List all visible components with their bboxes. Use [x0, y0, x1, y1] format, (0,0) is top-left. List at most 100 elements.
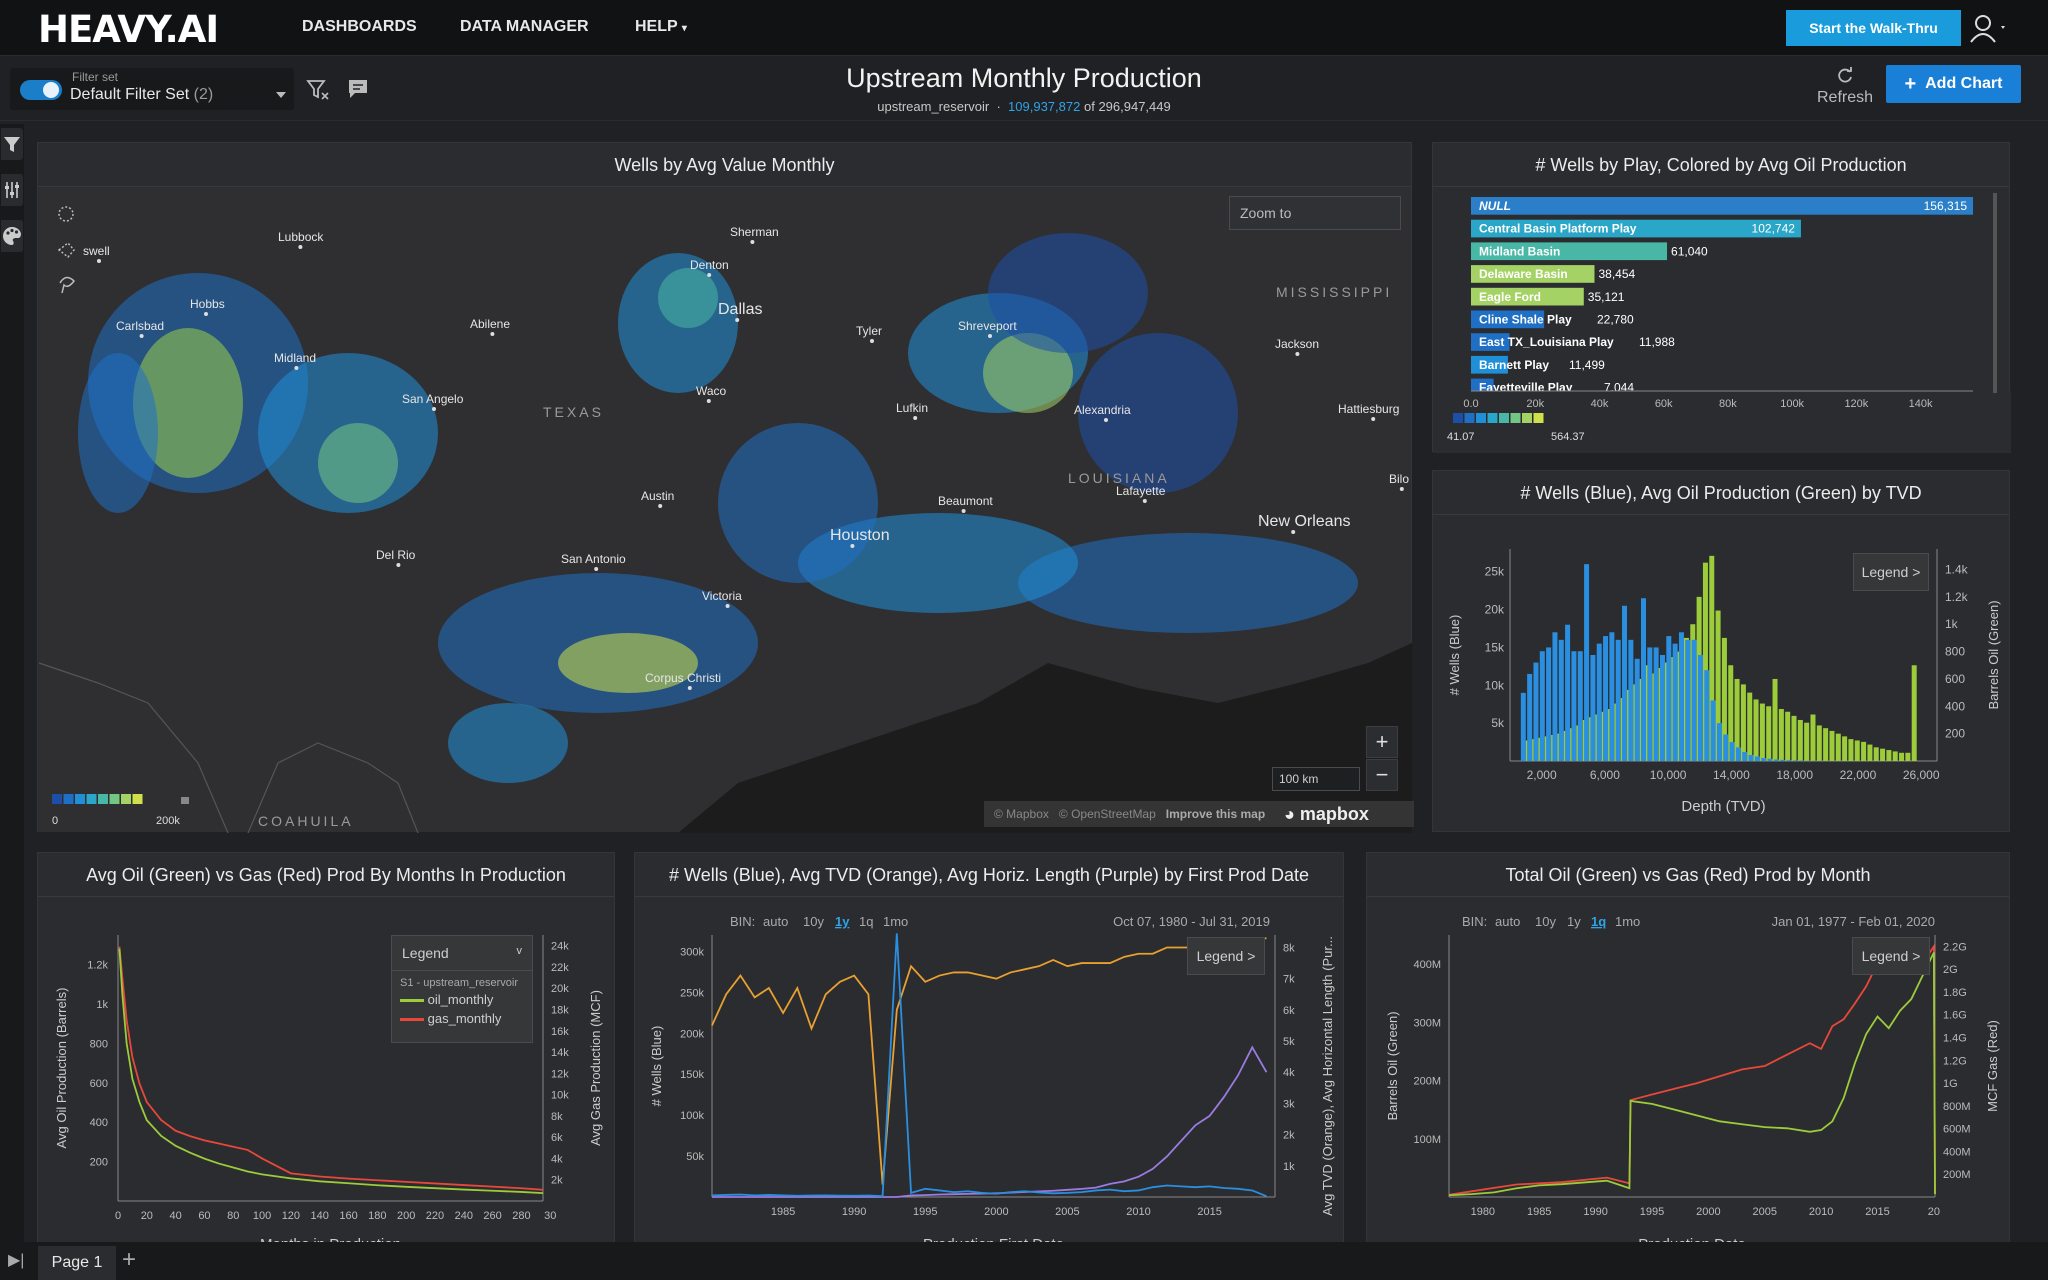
wells-bar: [1773, 759, 1779, 761]
play-chart-title[interactable]: # Wells by Play, Colored by Avg Oil Prod…: [1433, 143, 2009, 187]
city-label: Alexandria: [1074, 403, 1131, 417]
monthly-legend-toggle[interactable]: Legend >: [1852, 937, 1930, 975]
first-prod-line-chart[interactable]: 1985 1990 1995 2000 2005 2010 2015 50k 100k 150k 2…: [635, 853, 1345, 1273]
y2-tick-label: 12k: [551, 1068, 569, 1080]
play-bar: [1471, 355, 1508, 374]
zoom-in-button[interactable]: +: [1366, 726, 1398, 758]
tvd-legend-toggle[interactable]: Legend >: [1853, 553, 1929, 591]
map-title[interactable]: Wells by Avg Value Monthly: [38, 143, 1411, 187]
page-tab-1[interactable]: Page 1: [38, 1246, 116, 1280]
filter-set-selector[interactable]: Filter set Default Filter Set (2): [10, 68, 294, 110]
avg-horiz-length-line: [712, 1045, 1268, 1198]
y-tick-label: 10k: [1485, 678, 1505, 692]
tvd-panel: # Wells (Blue), Avg Oil Production (Gree…: [1432, 470, 2010, 832]
start-walkthru-button[interactable]: Start the Walk-Thru: [1786, 10, 1961, 46]
monthly-chart-title[interactable]: Total Oil (Green) vs Gas (Red) Prod by M…: [1367, 853, 2009, 897]
y2-tick-label: 22k: [551, 962, 569, 974]
oil-bar: [1835, 733, 1841, 761]
tvd-combo-chart[interactable]: 2,000 6,000 10,000 14,000 18,000 22,000 26,000…: [1433, 471, 2011, 833]
well-density-cluster: [318, 423, 398, 503]
zoom-out-button[interactable]: −: [1366, 759, 1398, 791]
tvd-chart-title[interactable]: # Wells (Blue), Avg Oil Production (Gree…: [1433, 471, 2009, 515]
filter-set-toggle[interactable]: [20, 80, 62, 100]
city-label: Dallas: [718, 301, 762, 318]
monthly-line-chart[interactable]: 1980 1985 1990 1995 2000 2005 2010 2015 20 100M 20…: [1367, 853, 2011, 1273]
y2-tick-label: 1.8G: [1943, 987, 1967, 999]
refresh-button[interactable]: Refresh: [1812, 66, 1878, 107]
attribution-osm[interactable]: © OpenStreetMap: [1058, 807, 1156, 821]
months-line-chart[interactable]: 0 20 40 60 80 100 120 140 160 180 200 220 240 260 280 3…: [38, 853, 616, 1273]
y-tick-label: 100M: [1413, 1134, 1441, 1146]
swatch: [400, 1018, 424, 1022]
months-legend[interactable]: Legend v S1 - upstream_reservoir oil_mon…: [391, 935, 533, 1043]
wells-bar: [1539, 651, 1545, 761]
wells-bar: [1628, 639, 1634, 761]
legend-item-gas[interactable]: gas_monthly: [392, 1010, 532, 1027]
nav-dashboards[interactable]: DASHBOARDS: [302, 18, 417, 35]
user-menu[interactable]: [1968, 12, 2008, 44]
zoom-to-input[interactable]: Zoom to: [1229, 196, 1401, 230]
bin-option-1mo: 1mo: [1615, 914, 1640, 929]
wells-bar: [1565, 624, 1571, 761]
annotation-icon[interactable]: [347, 78, 371, 100]
filter-panel-button[interactable]: [1, 128, 23, 160]
city-label: Abilene: [470, 317, 510, 331]
x-tick-label: 22,000: [1840, 768, 1877, 782]
avg-tvd-line: [711, 937, 1267, 1185]
city-label: Corpus Christi: [645, 671, 721, 685]
theme-button[interactable]: [1, 220, 23, 252]
crossfilter-button[interactable]: [1, 174, 23, 206]
add-page-icon[interactable]: +: [122, 1246, 137, 1273]
y-tick-label: 25k: [1485, 565, 1505, 579]
city-label: New Orleans: [1258, 513, 1350, 530]
oil-bar: [1854, 740, 1860, 761]
well-density-cluster: [988, 233, 1148, 353]
dashboard-header: Filter set Default Filter Set (2): [0, 57, 2048, 121]
map-attribution: © Mapbox © OpenStreetMap Improve this ma…: [984, 801, 1414, 827]
city-marker: [687, 686, 692, 690]
city-marker: [97, 259, 101, 263]
attribution-mapbox[interactable]: © Mapbox: [994, 807, 1049, 821]
heavyai-logo[interactable]: HEAVY.AI: [38, 8, 219, 51]
wells-bar: [1666, 636, 1672, 761]
color-legend-swatch: [1476, 413, 1486, 423]
wells-bar: [1527, 673, 1533, 761]
bin-option-auto: auto: [1495, 914, 1520, 929]
play-bar-chart[interactable]: NULL 156,315 Central Basin Platform Play 10…: [1433, 143, 2011, 453]
first-prod-chart-title[interactable]: # Wells (Blue), Avg TVD (Orange), Avg Ho…: [635, 853, 1343, 897]
city-label: Bilo: [1389, 472, 1409, 486]
play-bar: [1471, 333, 1510, 351]
oil-bar: [1791, 715, 1797, 761]
x-tick-label: 14,000: [1713, 768, 1750, 782]
y2-tick-label: 24k: [551, 941, 569, 953]
filter-set-label: Filter set: [72, 70, 119, 84]
collapse-pages-icon[interactable]: ▶|: [8, 1252, 25, 1269]
dashboard-title[interactable]: Upstream Monthly Production: [846, 63, 1202, 93]
top-navbar: HEAVY.AI DASHBOARDS DATA MANAGER HELP ▾ …: [0, 0, 2048, 56]
x-tick-label: 180: [368, 1210, 386, 1222]
y2-tick-label: 6k: [551, 1132, 563, 1144]
play-category-label: NULL: [1479, 199, 1511, 213]
well-map[interactable]: Lubbock swell Hobbs Carlsbad Midland Abilene S…: [38, 143, 1413, 833]
palette-icon: [3, 226, 21, 245]
nav-data-manager[interactable]: DATA MANAGER: [460, 18, 589, 35]
y-axis-title: Barrels Oil (Green): [1385, 1011, 1400, 1120]
play-value-label: 11,988: [1639, 335, 1675, 349]
months-chart-title[interactable]: Avg Oil (Green) vs Gas (Red) Prod By Mon…: [38, 853, 614, 897]
border-line: [247, 742, 419, 833]
city-marker: [725, 604, 730, 608]
play-value-label: 102,742: [1752, 222, 1796, 236]
add-chart-button[interactable]: + Add Chart: [1886, 65, 2021, 103]
first-prod-legend-toggle[interactable]: Legend >: [1187, 937, 1265, 975]
x-tick-label: 2000: [984, 1206, 1008, 1218]
bin-option-1q: 1q: [1591, 914, 1606, 929]
improve-map-link[interactable]: Improve this map: [1165, 807, 1266, 821]
y2-axis-title: Avg Gas Production (MCF): [588, 990, 603, 1146]
wells-bar: [1685, 639, 1691, 761]
lock-icon: [181, 797, 189, 804]
color-legend-swatch: [1453, 413, 1463, 423]
clear-filters-icon[interactable]: [306, 78, 330, 102]
legend-item-oil[interactable]: oil_monthly: [392, 989, 532, 1010]
play-category-label: Barnett Play: [1479, 358, 1549, 372]
nav-help[interactable]: HELP ▾: [635, 18, 687, 36]
